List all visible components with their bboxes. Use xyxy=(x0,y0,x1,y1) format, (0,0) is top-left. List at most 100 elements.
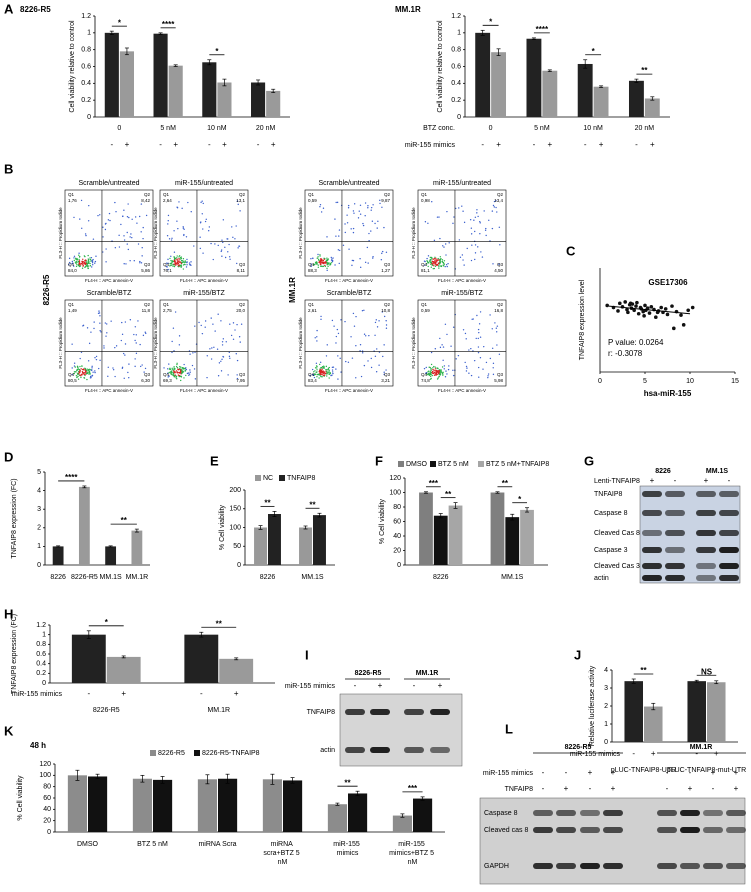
event-dot xyxy=(229,258,231,260)
event-dot xyxy=(492,263,494,265)
event-dot xyxy=(468,349,470,351)
event-dot xyxy=(176,363,178,366)
sign-label: + xyxy=(688,784,693,793)
event-dot xyxy=(338,262,340,265)
event-dot xyxy=(73,372,75,375)
event-dot xyxy=(142,226,144,229)
plot-title: miR-155/BTZ xyxy=(183,290,225,297)
event-dot xyxy=(436,216,439,218)
event-dot xyxy=(182,227,185,229)
event-dot xyxy=(173,259,176,262)
event-dot xyxy=(427,222,429,225)
event-dot xyxy=(491,347,494,350)
event-dot xyxy=(112,369,115,371)
event-dot xyxy=(327,367,330,370)
event-dot xyxy=(201,332,204,335)
quadrant-name: Q1 xyxy=(421,192,428,197)
legend-label: BTZ 5 nM xyxy=(438,461,469,468)
event-dot xyxy=(448,365,450,367)
event-dot xyxy=(179,375,181,378)
event-dot xyxy=(77,375,79,378)
event-dot xyxy=(86,265,89,268)
event-dot xyxy=(78,372,80,375)
event-dot xyxy=(237,203,239,206)
event-dot xyxy=(181,372,183,375)
quadrant-value: 16,8 xyxy=(494,308,503,313)
event-dot xyxy=(167,220,169,222)
event-dot xyxy=(430,351,433,354)
event-dot xyxy=(433,267,436,270)
point xyxy=(618,301,622,306)
x-axis-label: hsa-miR-155 xyxy=(644,389,692,398)
event-dot xyxy=(92,264,94,266)
event-dot xyxy=(336,328,339,331)
event-dot xyxy=(496,325,499,327)
significance-label: ** xyxy=(121,516,128,525)
event-dot xyxy=(360,375,363,378)
event-dot xyxy=(423,367,426,370)
event-dot xyxy=(211,347,213,349)
event-dot xyxy=(330,374,332,377)
event-dot xyxy=(474,258,476,261)
event-dot xyxy=(90,331,92,333)
event-dot xyxy=(489,314,491,316)
point xyxy=(679,313,683,317)
event-dot xyxy=(476,209,478,211)
event-dot xyxy=(99,359,101,362)
blot-band xyxy=(719,563,739,569)
bar xyxy=(419,492,433,565)
event-dot xyxy=(431,371,434,373)
event-dot xyxy=(321,376,323,378)
event-dot xyxy=(232,322,235,324)
event-dot xyxy=(227,374,229,376)
bar xyxy=(119,51,134,117)
significance-label: * xyxy=(118,18,122,27)
x-tick-label: 8226 xyxy=(433,574,449,581)
event-dot xyxy=(325,365,328,368)
y-tick-label: 0.4 xyxy=(36,661,46,668)
y-axis-label: FL3-H :: Propidium Iodide xyxy=(411,207,416,259)
event-dot xyxy=(169,257,171,260)
event-dot xyxy=(186,261,188,263)
event-dot xyxy=(327,373,329,375)
event-dot xyxy=(489,357,492,360)
event-dot xyxy=(331,319,334,322)
bar xyxy=(153,33,168,117)
event-dot xyxy=(141,255,143,257)
event-dot xyxy=(381,250,384,253)
event-dot xyxy=(104,223,107,225)
event-dot xyxy=(123,235,125,237)
x-tick-label: miR-155 mimics xyxy=(333,841,361,857)
event-dot xyxy=(362,352,364,354)
quadrant-value: 74,8 xyxy=(421,378,430,383)
event-dot xyxy=(128,377,130,379)
blot-band xyxy=(680,810,700,816)
event-dot xyxy=(430,367,432,370)
event-dot xyxy=(85,372,88,375)
event-dot xyxy=(206,355,208,357)
quadrant-name: Q1 xyxy=(68,302,75,307)
event-dot xyxy=(176,262,178,264)
sub-label: - xyxy=(584,140,587,149)
event-dot xyxy=(88,204,90,207)
quadrant-name: Q3 xyxy=(144,262,151,267)
x-tick-label: MM.1S xyxy=(301,574,324,581)
event-dot xyxy=(322,367,325,369)
event-dot xyxy=(316,369,318,371)
event-dot xyxy=(426,260,429,263)
event-dot xyxy=(317,266,320,268)
event-dot xyxy=(432,367,434,369)
event-dot xyxy=(182,260,184,262)
event-dot xyxy=(439,261,442,264)
event-dot xyxy=(455,207,457,210)
event-dot xyxy=(385,251,388,253)
event-dot xyxy=(334,264,336,266)
event-dot xyxy=(131,236,133,239)
event-dot xyxy=(124,321,127,323)
blot-band xyxy=(719,530,739,536)
event-dot xyxy=(498,226,501,228)
event-dot xyxy=(181,207,183,210)
event-dot xyxy=(326,370,328,373)
point xyxy=(672,326,676,331)
y-tick-label: 0 xyxy=(87,114,91,121)
